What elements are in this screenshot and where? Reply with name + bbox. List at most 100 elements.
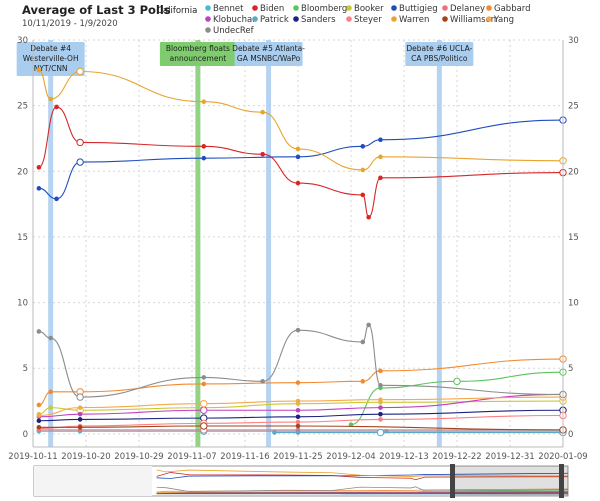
data-point-buttigieg	[378, 137, 383, 143]
event-label-box	[234, 42, 303, 66]
legend-label-warren[interactable]: Warren	[399, 15, 429, 25]
legend-swatch-williamson[interactable]	[442, 16, 448, 22]
event-label-box	[159, 42, 236, 66]
series-line-yang	[38, 396, 564, 417]
data-point-booker	[48, 405, 53, 410]
data-point-biden	[260, 151, 265, 157]
legend-label-gabbard[interactable]: Gabbard	[494, 4, 531, 14]
legend-swatch-undecref[interactable]	[205, 27, 211, 33]
navigator-selection[interactable]	[452, 466, 568, 496]
legend[interactable]: Bennet Biden Bloomberg Booker Buttigieg Delan…	[205, 4, 531, 36]
legend-swatch-sanders[interactable]	[293, 16, 299, 22]
data-point-warren	[36, 67, 42, 73]
data-point-warren	[76, 67, 84, 76]
data-point-undecref	[36, 329, 42, 334]
data-point-biden	[76, 138, 84, 147]
legend-label-bennet[interactable]: Bennet	[213, 4, 244, 14]
data-point-buttigieg	[295, 154, 301, 160]
data-point-warren	[378, 154, 383, 160]
data-point-warren	[48, 96, 53, 102]
legend-swatch-steyer[interactable]	[346, 16, 352, 22]
y-tick-label-left: 20	[17, 167, 28, 177]
legend-label-patrick[interactable]: Patrick	[260, 15, 289, 25]
legend-label-booker[interactable]: Booker	[354, 4, 384, 14]
series-lines	[36, 67, 567, 437]
legend-swatch-booker[interactable]	[346, 5, 352, 11]
y-tick-label-left: 30	[17, 36, 28, 46]
page-title: Average of Last 3 Polls	[22, 3, 171, 17]
x-tick-label: 2019-12-22	[432, 452, 481, 462]
legend-label-undecref[interactable]: UndecRef	[213, 26, 255, 36]
range-navigator[interactable]	[33, 464, 569, 498]
data-point-biden	[201, 144, 207, 149]
legend-swatch-biden[interactable]	[252, 5, 258, 11]
legend-label-delaney[interactable]: Delaney	[450, 4, 485, 14]
navigator-line-warren	[156, 469, 569, 477]
x-tick-label: 2019-11-07	[167, 452, 216, 462]
y-tick-label-left: 5	[23, 364, 28, 374]
event-label-text: Bloomberg floats	[166, 44, 230, 53]
navigator-line-yang	[156, 491, 569, 494]
event-label-box	[16, 42, 85, 76]
navigator-line-buttigieg	[156, 472, 569, 479]
legend-swatch-bloomberg[interactable]	[293, 5, 299, 11]
data-point-undecref	[48, 335, 53, 341]
y-tick-label-left: 0	[23, 430, 28, 440]
navigator-handle-right[interactable]	[559, 464, 564, 498]
navigator-handle-left[interactable]	[450, 464, 455, 498]
data-point-sanders	[77, 417, 83, 422]
navigator-blank-area	[34, 466, 152, 496]
legend-label-klobuchar[interactable]: Klobuchar	[213, 15, 256, 25]
legend-swatch-gabbard[interactable]	[486, 5, 492, 11]
data-point-undecref	[76, 393, 84, 401]
legend-swatch-patrick[interactable]	[252, 16, 258, 22]
data-point-undecref	[295, 327, 301, 333]
data-point-gabbard	[36, 402, 42, 408]
event-band	[436, 40, 442, 447]
legend-swatch-delaney[interactable]	[442, 5, 448, 11]
legend-swatch-warren[interactable]	[391, 16, 397, 22]
data-point-patrick	[272, 430, 277, 435]
data-point-klobuchar	[378, 405, 383, 410]
legend-label-yang[interactable]: Yang	[493, 15, 514, 25]
data-point-undecref	[260, 379, 265, 384]
data-point-sanders	[378, 411, 383, 417]
legend-label-bloomberg[interactable]: Bloomberg	[301, 4, 347, 14]
legend-label-sanders[interactable]: Sanders	[301, 15, 336, 25]
data-point-williamson	[295, 423, 301, 429]
series-line-biden	[38, 106, 564, 218]
legend-label-biden[interactable]: Biden	[260, 4, 284, 14]
data-point-patrick	[295, 430, 301, 435]
series-line-buttigieg	[38, 119, 564, 200]
x-tick-label: 2019-12-13	[379, 452, 428, 462]
data-point-buttigieg	[360, 144, 366, 149]
navigator-line-biden	[156, 472, 569, 481]
data-point-bloomberg	[453, 377, 461, 386]
data-point-williamson	[200, 422, 208, 430]
legend-label-buttigieg[interactable]: Buttigieg	[399, 4, 438, 14]
event-label-text: Debate #5 Atlanta-	[232, 44, 305, 53]
legend-swatch-buttigieg[interactable]	[391, 5, 397, 11]
data-point-undecref	[201, 375, 207, 380]
legend-label-williamson[interactable]: Williamson	[450, 15, 496, 25]
date-range: 10/11/2019 - 1/9/2020	[22, 19, 118, 29]
y-tick-label-right: 5	[568, 364, 573, 374]
x-tick-label: 2019-11-16	[220, 452, 269, 462]
x-tick-label: 2019-12-31	[485, 452, 534, 462]
event-band	[195, 40, 201, 447]
x-tick-label: 2019-10-20	[61, 452, 110, 462]
data-point-biden	[360, 192, 366, 198]
event-label-text: NYT/CNN	[34, 64, 68, 73]
data-point-warren	[360, 167, 366, 173]
series-line-warren	[38, 69, 564, 171]
data-point-williamson	[77, 425, 83, 430]
data-point-gabbard	[295, 380, 301, 385]
axes: 2019-10-11 2019-10-20 2019-10-29 2019-11-07…	[8, 36, 587, 462]
series-line-undecref	[38, 324, 564, 398]
legend-label-steyer[interactable]: Steyer	[354, 15, 382, 25]
data-point-warren	[201, 99, 207, 105]
legend-swatch-yang[interactable]	[486, 16, 492, 22]
legend-swatch-bennet[interactable]	[205, 5, 211, 11]
legend-swatch-klobuchar[interactable]	[205, 16, 211, 22]
data-point-gabbard	[48, 389, 53, 395]
